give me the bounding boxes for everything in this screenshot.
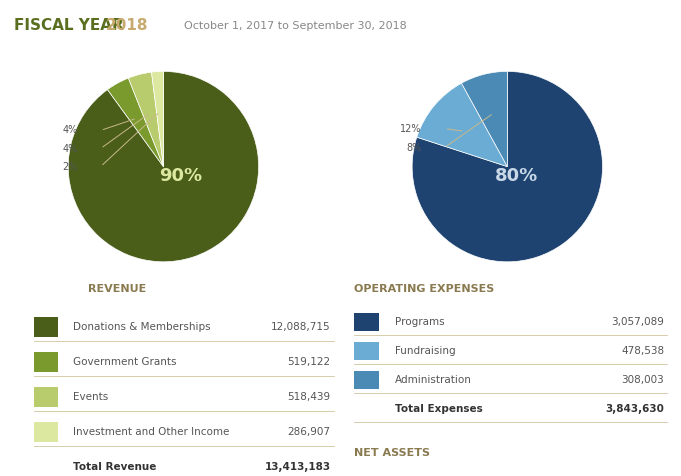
Text: 12%: 12% xyxy=(400,123,422,134)
Text: 519,122: 519,122 xyxy=(287,357,331,367)
Text: 518,439: 518,439 xyxy=(287,392,331,402)
Text: 13,413,183: 13,413,183 xyxy=(265,462,331,472)
Text: Investment and Other Income: Investment and Other Income xyxy=(73,427,229,437)
Text: 3,843,630: 3,843,630 xyxy=(605,404,664,414)
Text: Events: Events xyxy=(73,392,108,402)
Wedge shape xyxy=(417,83,507,167)
Wedge shape xyxy=(462,71,507,167)
Text: 8%: 8% xyxy=(407,142,422,153)
Text: 12,088,715: 12,088,715 xyxy=(271,322,331,332)
Bar xyxy=(34,387,58,407)
Text: 286,907: 286,907 xyxy=(287,427,331,437)
Text: OPERATING EXPENSES: OPERATING EXPENSES xyxy=(354,284,494,294)
Text: 2%: 2% xyxy=(63,161,78,172)
Wedge shape xyxy=(151,71,163,167)
Bar xyxy=(354,342,379,360)
Bar xyxy=(354,313,379,331)
Text: 2018: 2018 xyxy=(106,18,148,33)
Text: 4%: 4% xyxy=(63,143,78,154)
Text: Total Expenses: Total Expenses xyxy=(395,404,483,414)
Text: Total Revenue: Total Revenue xyxy=(73,462,157,472)
Text: October 1, 2017 to September 30, 2018: October 1, 2017 to September 30, 2018 xyxy=(184,20,407,31)
Text: REVENUE: REVENUE xyxy=(88,284,146,294)
Text: NET ASSETS: NET ASSETS xyxy=(354,448,430,458)
Text: Donations & Memberships: Donations & Memberships xyxy=(73,322,210,332)
Bar xyxy=(34,317,58,337)
Text: Programs: Programs xyxy=(395,317,445,327)
Bar xyxy=(34,422,58,442)
Text: 90%: 90% xyxy=(159,167,202,185)
Text: 4%: 4% xyxy=(63,125,78,136)
Text: Fundraising: Fundraising xyxy=(395,346,456,356)
Text: 80%: 80% xyxy=(495,167,539,185)
Wedge shape xyxy=(412,71,603,262)
Bar xyxy=(34,352,58,372)
Text: 478,538: 478,538 xyxy=(621,346,664,356)
Text: 3,057,089: 3,057,089 xyxy=(612,317,664,327)
Bar xyxy=(354,371,379,389)
Wedge shape xyxy=(68,71,259,262)
Text: FISCAL YEAR: FISCAL YEAR xyxy=(14,18,129,33)
Text: Administration: Administration xyxy=(395,375,472,385)
Text: 308,003: 308,003 xyxy=(622,375,664,385)
Wedge shape xyxy=(108,78,163,167)
Wedge shape xyxy=(129,72,163,167)
Text: Government Grants: Government Grants xyxy=(73,357,176,367)
